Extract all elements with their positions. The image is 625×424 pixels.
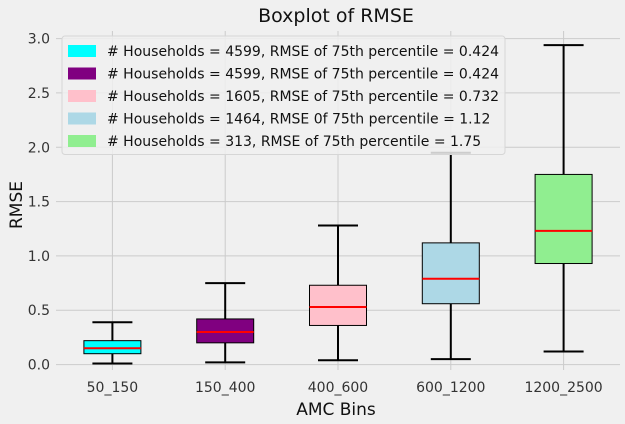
- y-tick-label: 1.0: [28, 249, 50, 265]
- boxes: [83, 44, 593, 365]
- legend-swatch: [68, 90, 96, 102]
- legend-label: # Households = 313, RMSE of 75th percent…: [107, 134, 481, 150]
- y-tick-label: 2.0: [28, 140, 50, 156]
- x-tick-label: 600_1200: [416, 380, 485, 396]
- iqr-box: [421, 242, 480, 305]
- legend: # Households = 4599, RMSE of 75th percen…: [61, 35, 506, 155]
- iqr-box: [83, 340, 142, 355]
- legend-label: # Households = 4599, RMSE of 75th percen…: [107, 44, 499, 60]
- legend-swatch: [68, 45, 96, 57]
- legend-entry: # Households = 1605, RMSE of 75th percen…: [68, 89, 499, 105]
- x-axis-title: AMC Bins: [296, 400, 376, 420]
- legend-label: # Households = 1605, RMSE of 75th percen…: [107, 89, 499, 105]
- y-tick-label: 0.0: [28, 358, 50, 374]
- chart-title: Boxplot of RMSE: [258, 5, 414, 27]
- box-150_400: [196, 282, 255, 364]
- x-tick-label: 400_600: [308, 380, 368, 396]
- y-tick-label: 3.0: [28, 32, 50, 48]
- iqr-box: [196, 318, 255, 344]
- box-400_600: [309, 224, 367, 362]
- legend-entry: # Households = 313, RMSE of 75th percent…: [68, 134, 481, 150]
- legend-label: # Households = 1464, RMSE 0f 75th percen…: [107, 112, 490, 128]
- x-tick-label: 150_400: [195, 380, 255, 396]
- legend-entry: # Households = 1464, RMSE 0f 75th percen…: [68, 112, 490, 128]
- y-tick-label: 1.5: [28, 195, 50, 211]
- legend-swatch: [68, 112, 96, 125]
- box-600_1200: [421, 151, 480, 361]
- box-1200_2500: [534, 44, 593, 353]
- legend-entry: # Households = 4599, RMSE of 75th percen…: [68, 67, 499, 83]
- legend-label: # Households = 4599, RMSE of 75th percen…: [107, 67, 499, 83]
- box-50_150: [83, 321, 142, 365]
- x-axis: 50_150 150_400 400_600 600_1200 1200_2500: [87, 380, 603, 396]
- iqr-box: [534, 173, 593, 265]
- iqr-box: [309, 284, 367, 326]
- x-tick-label: 1200_2500: [524, 380, 602, 396]
- legend-entry: # Households = 4599, RMSE of 75th percen…: [68, 44, 499, 60]
- y-axis: 0.0 0.5 1.0 1.5 2.0 2.5 3.0: [28, 32, 50, 374]
- y-tick-label: 2.5: [28, 86, 50, 102]
- legend-swatch: [68, 135, 96, 147]
- legend-frame: [61, 35, 506, 155]
- y-tick-label: 0.5: [28, 303, 50, 319]
- legend-swatch: [68, 67, 96, 80]
- x-tick-label: 50_150: [87, 380, 139, 396]
- y-axis-title: RMSE: [7, 181, 27, 229]
